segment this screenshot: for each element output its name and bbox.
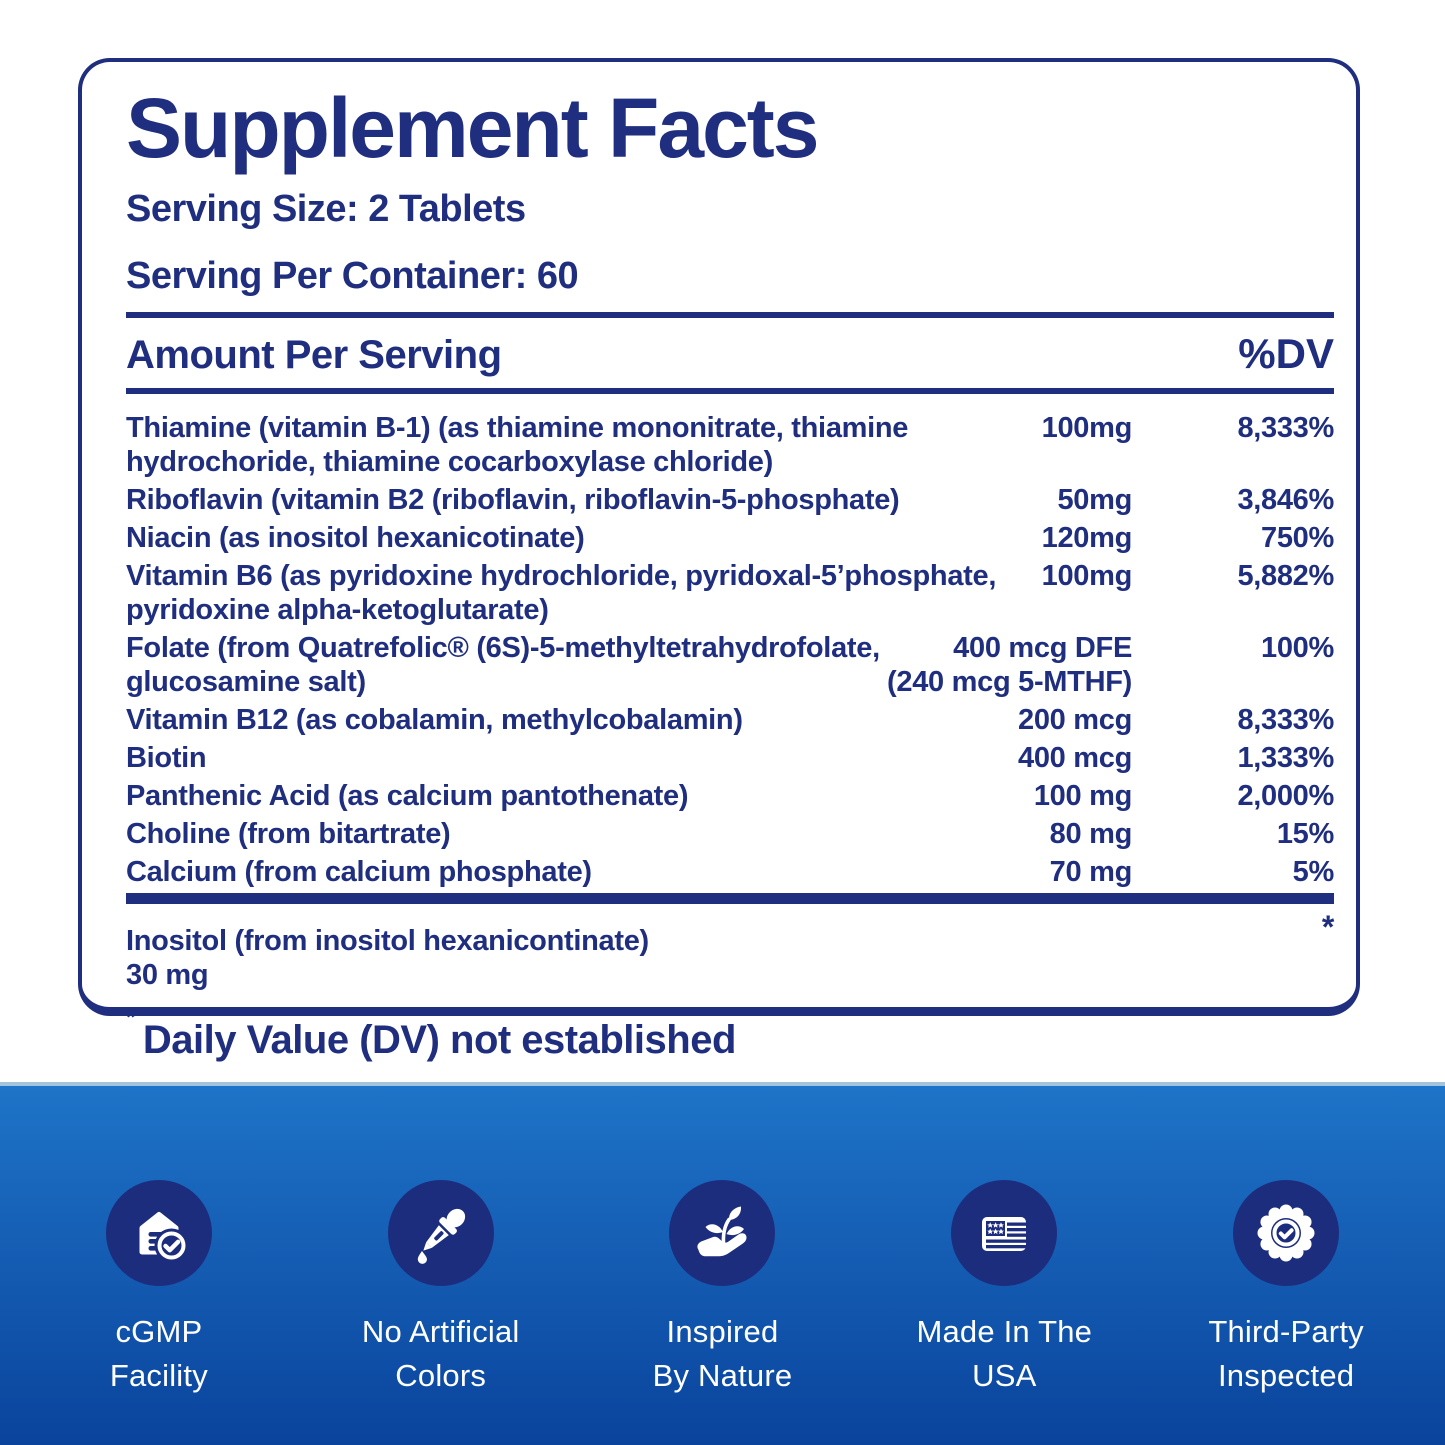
facility-check-icon <box>127 1201 191 1265</box>
supplement-facts-panel: Supplement Facts Serving Size: 2 Tablets… <box>78 58 1360 1062</box>
nutrient-amount: 30 mg <box>126 959 209 992</box>
serving-size: Serving Size: 2 Tablets <box>126 188 526 231</box>
badge-label: cGMP Facility <box>109 1314 208 1393</box>
badge-label: No Artificial Colors <box>361 1314 520 1393</box>
footnote-text: Daily Value (DV) not established <box>142 1018 737 1063</box>
badge-no-artificial-colors: No Artificial Colors <box>300 1086 582 1445</box>
nutrient-dv: 2,000% <box>1237 780 1334 813</box>
badge-made-in-usa: Made In The USA <box>863 1086 1145 1445</box>
thick-divider <box>126 893 1334 905</box>
nutrient-name: Vitamin B12 (as cobalamin, methylcobalam… <box>126 704 743 737</box>
nutrient-dv: 1,333% <box>1237 742 1334 775</box>
table-row: Thiamine (vitamin B-1) (as thiamine mono… <box>126 411 1334 479</box>
nutrient-dv: 15% <box>1276 818 1334 851</box>
nutrient-name: Biotin <box>126 742 207 775</box>
nutrient-amount: 400 mcg DFE (240 mcg 5-MTHF) <box>887 632 1132 699</box>
nutrient-name: Calcium (from calcium phosphate) <box>126 856 592 889</box>
divider <box>126 388 1334 395</box>
nutrient-amount: 400 mcg <box>1018 742 1132 775</box>
nutrient-name: Vitamin B6 (as pyridoxine hydrochloride,… <box>126 560 997 627</box>
badge-label: Inspired By Nature <box>652 1314 793 1393</box>
table-header: Amount Per Serving %DV <box>126 330 1334 378</box>
nutrient-dv: 100% <box>1261 632 1334 665</box>
nutrient-name: Niacin (as inositol hexanicotinate) <box>126 522 585 555</box>
nutrient-dv: 8,333% <box>1237 704 1334 737</box>
nutrient-amount: 100mg <box>1041 412 1133 445</box>
nutrient-dv: 750% <box>1261 522 1334 555</box>
serving-per-container: Serving Per Container: 60 <box>126 255 579 298</box>
nutrient-amount: 100mg <box>1041 560 1133 593</box>
nutrient-table: Thiamine (vitamin B-1) (as thiamine mono… <box>126 411 1334 889</box>
nutrient-dv: 3,846% <box>1237 484 1334 517</box>
nutrient-dv: * <box>1321 909 1334 946</box>
badge-third-party-inspected: Third-Party Inspected <box>1145 1086 1427 1445</box>
nutrient-name: Panthenic Acid (as calcium pantothenate) <box>126 780 689 813</box>
badge-circle <box>669 1180 776 1286</box>
nutrient-amount: 200 mcg <box>1018 704 1132 737</box>
nutrient-amount: 80 mg <box>1049 818 1133 851</box>
table-row: Riboflavin (vitamin B2 (riboflavin, ribo… <box>126 483 1334 517</box>
table-row: Vitamin B12 (as cobalamin, methylcobalam… <box>126 703 1334 737</box>
nutrient-dv: 5,882% <box>1237 560 1334 593</box>
table-row: Vitamin B6 (as pyridoxine hydrochloride,… <box>126 559 1334 627</box>
nutrient-dv: 5% <box>1292 856 1335 889</box>
table-row: Biotin 400 mcg 1,333% <box>126 741 1334 775</box>
badge-circle <box>951 1180 1058 1286</box>
amount-per-serving-header: Amount Per Serving <box>126 333 502 378</box>
table-row: Inositol (from inositol hexanicontinate)… <box>126 910 1334 992</box>
badge-label: Third-Party Inspected <box>1208 1314 1364 1393</box>
dropper-icon <box>409 1201 473 1265</box>
nutrient-name: Riboflavin (vitamin B2 (riboflavin, ribo… <box>126 484 900 517</box>
nutrient-name: Inositol (from inositol hexanicontinate) <box>126 925 649 958</box>
plant-hand-icon <box>690 1201 754 1265</box>
nutrient-amount: 70 mg <box>1049 856 1133 889</box>
badge-circle <box>387 1180 494 1286</box>
badge-inspired-by-nature: Inspired By Nature <box>582 1086 864 1445</box>
table-row: Niacin (as inositol hexanicotinate) 120m… <box>126 521 1334 555</box>
usa-flag-icon <box>972 1201 1036 1265</box>
divider <box>126 312 1334 319</box>
panel-title: Supplement Facts <box>126 81 819 175</box>
table-row: Panthenic Acid (as calcium pantothenate)… <box>126 779 1334 813</box>
badge-circle <box>105 1180 212 1286</box>
rosette-check-icon <box>1254 1201 1318 1265</box>
badge-cgmp-facility: cGMP Facility <box>18 1086 300 1445</box>
nutrient-name: Choline (from bitartrate) <box>126 818 451 851</box>
badge-circle <box>1233 1180 1340 1286</box>
nutrient-dv: 8,333% <box>1237 412 1334 445</box>
nutrient-amount: 120mg <box>1041 522 1133 555</box>
feature-badge-band: cGMP Facility No Artificial Colors <box>0 1082 1445 1445</box>
nutrient-amount: 100 mg <box>1033 780 1132 813</box>
daily-value-footnote: *Daily Value (DV) not established <box>126 1004 1334 1063</box>
table-row: Choline (from bitartrate) 80 mg 15% <box>126 817 1334 851</box>
table-row: Calcium (from calcium phosphate) 70 mg 5… <box>126 855 1334 889</box>
nutrient-amount: 50mg <box>1057 484 1132 517</box>
table-row: Folate (from Quatrefolic® (6S)-5-methylt… <box>126 631 1334 699</box>
badge-label: Made In The USA <box>916 1314 1093 1393</box>
nutrient-name: Folate (from Quatrefolic® (6S)-5-methylt… <box>126 632 880 699</box>
dv-header: %DV <box>1238 330 1334 378</box>
asterisk-mark: * <box>126 1004 135 1032</box>
nutrient-name: Thiamine (vitamin B-1) (as thiamine mono… <box>126 412 909 479</box>
